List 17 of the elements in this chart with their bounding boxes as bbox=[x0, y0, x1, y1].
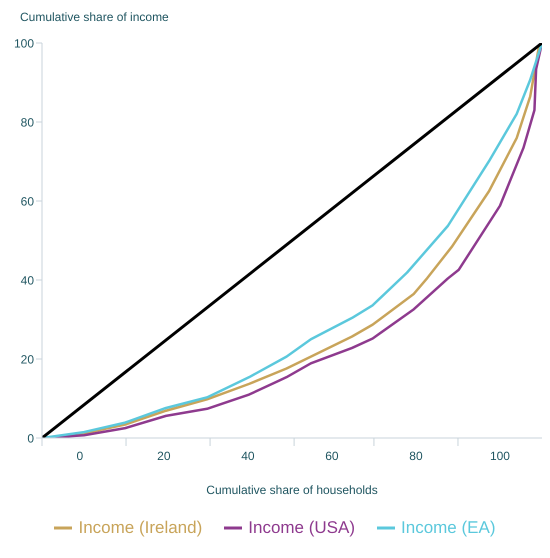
x-axis-title: Cumulative share of households bbox=[206, 483, 378, 497]
y-axis-title: Cumulative share of income bbox=[20, 10, 169, 24]
y-tick-label: 100 bbox=[14, 36, 34, 50]
y-tick-label: 40 bbox=[20, 273, 34, 288]
x-tick-label: 0 bbox=[76, 449, 84, 463]
y-tick-label: 20 bbox=[20, 352, 34, 366]
legend-label: Income (EA) bbox=[400, 518, 496, 538]
y-tick-label: 60 bbox=[20, 194, 34, 208]
x-tick-label: 100 bbox=[490, 449, 510, 463]
x-tick-label: 80 bbox=[409, 449, 423, 463]
legend-label: Income (USA) bbox=[247, 518, 356, 538]
y-tick-label: 80 bbox=[20, 115, 34, 130]
y-tick-label: 0 bbox=[27, 431, 34, 446]
legend-label: Income (Ireland) bbox=[77, 518, 202, 538]
x-tick-label: 20 bbox=[157, 449, 171, 463]
x-tick-label: 40 bbox=[241, 449, 255, 463]
x-tick-label: 60 bbox=[325, 449, 339, 463]
